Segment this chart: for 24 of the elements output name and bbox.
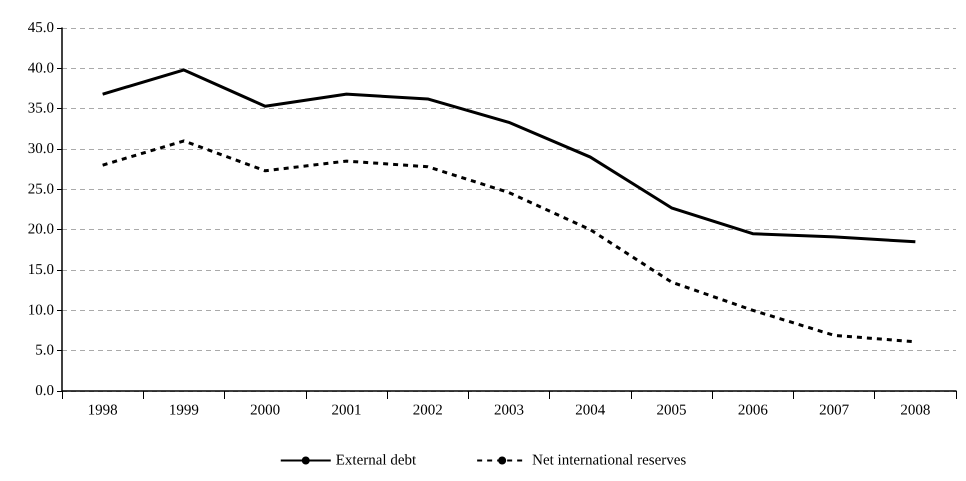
legend-label: Net international reserves <box>532 452 686 468</box>
x-tick-label: 2000 <box>250 402 280 418</box>
legend-label: External debt <box>336 452 417 468</box>
x-tick-label: 2002 <box>412 402 443 418</box>
y-tick-label: 10.0 <box>28 302 54 318</box>
x-tick-label: 2004 <box>575 402 606 418</box>
y-tick-label: 40.0 <box>28 60 54 76</box>
x-tick-label: 2005 <box>656 402 687 418</box>
x-tick-label: 2006 <box>738 402 768 418</box>
x-tick-label: 2001 <box>331 402 362 418</box>
y-tick-label: 15.0 <box>28 262 54 278</box>
x-tick-label: 2003 <box>494 402 524 418</box>
line-series <box>101 68 917 244</box>
x-tick-label: 1999 <box>168 402 199 418</box>
x-tick-label: 2007 <box>819 402 850 418</box>
y-tick-label: 5.0 <box>35 342 54 359</box>
y-tick-label: 45.0 <box>28 20 54 36</box>
y-tick-label: 0.0 <box>35 383 54 399</box>
y-tick-label: 25.0 <box>28 181 54 198</box>
y-tick-label: 20.0 <box>28 222 54 238</box>
x-tick-label: 1998 <box>88 402 118 418</box>
y-tick-label: 30.0 <box>28 141 54 157</box>
y-tick-label: 35.0 <box>28 100 54 117</box>
x-tick-label: 2008 <box>900 402 930 418</box>
